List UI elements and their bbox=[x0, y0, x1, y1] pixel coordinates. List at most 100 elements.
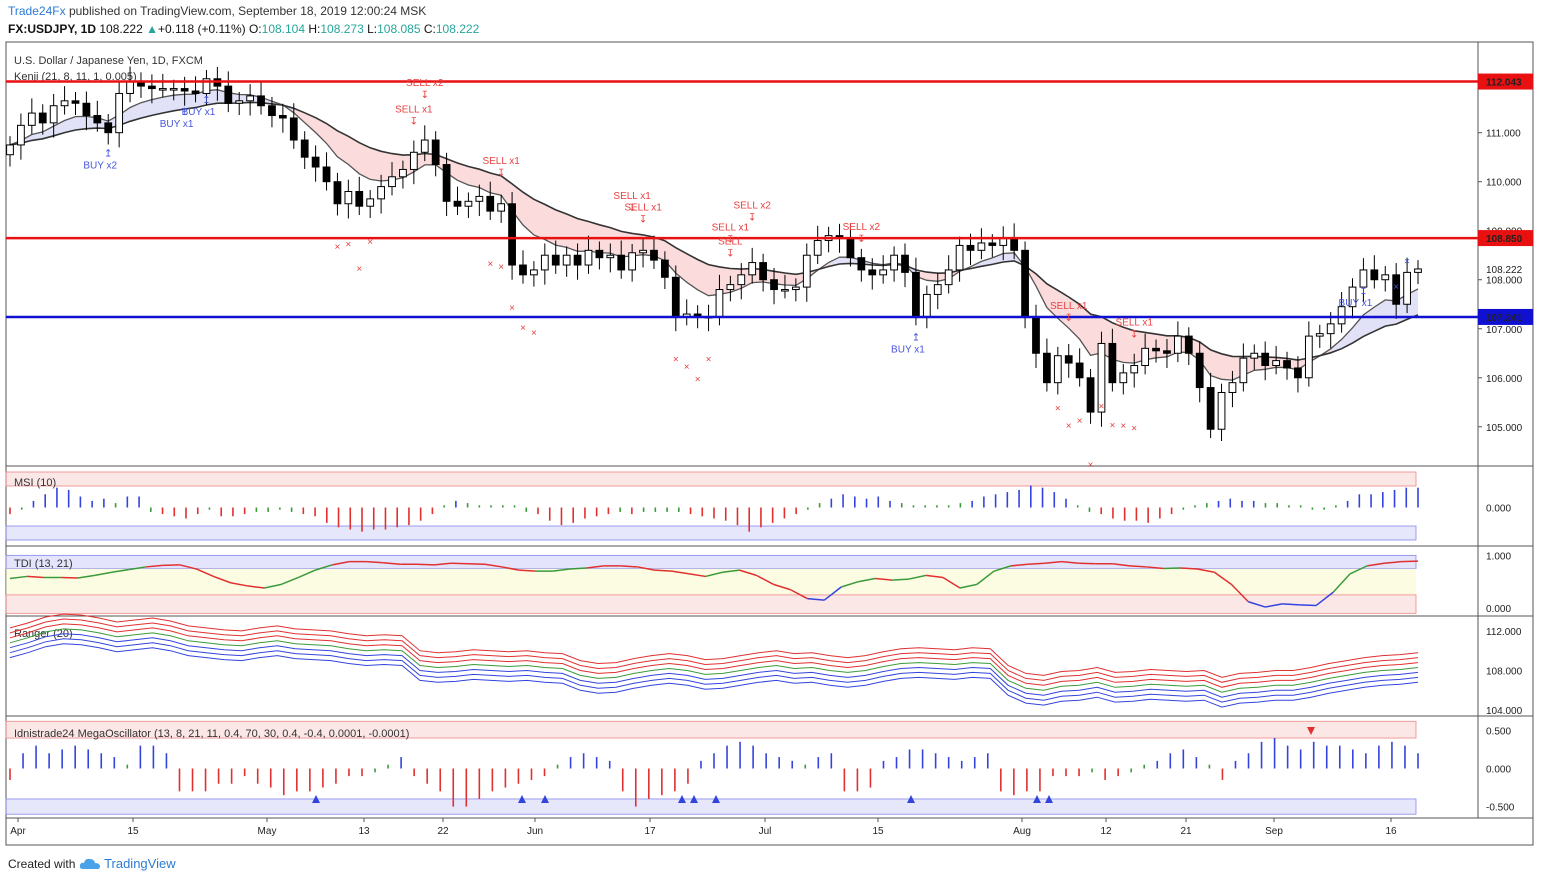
candle-body bbox=[1370, 269, 1379, 281]
high-value: 108.273 bbox=[320, 22, 364, 36]
time-tick-label: Jul bbox=[759, 826, 772, 837]
candle-body bbox=[922, 293, 931, 317]
candle-body bbox=[1250, 352, 1259, 359]
candle-body bbox=[1097, 342, 1106, 413]
candle-body bbox=[1392, 274, 1401, 305]
candle-body bbox=[355, 191, 364, 207]
candle-body bbox=[628, 252, 637, 271]
tdi-line-segment bbox=[705, 571, 723, 578]
candle-body bbox=[933, 284, 942, 295]
kenji-ribbon-segment bbox=[490, 173, 502, 196]
candle-body bbox=[1130, 365, 1139, 374]
tdi-line-segment bbox=[858, 577, 876, 583]
tdi-line-segment bbox=[756, 574, 774, 586]
sell-signal-label: SELL x1 bbox=[712, 223, 750, 234]
exit-marker-icon: × bbox=[1393, 282, 1399, 293]
kenji-ribbon-segment bbox=[359, 142, 371, 180]
tdi-line-segment bbox=[1197, 568, 1215, 573]
tdi-line-segment bbox=[281, 576, 299, 586]
time-tick-label: 17 bbox=[644, 826, 656, 837]
tdi-line-segment bbox=[1061, 560, 1079, 564]
candle-body bbox=[1239, 357, 1248, 384]
candle-body bbox=[1141, 347, 1150, 367]
exit-marker-icon: × bbox=[706, 354, 712, 365]
candle-body bbox=[1075, 362, 1084, 379]
candle-body bbox=[1359, 269, 1368, 288]
exit-marker-icon: × bbox=[345, 240, 351, 251]
candle-body bbox=[442, 164, 451, 202]
candle-body bbox=[639, 249, 647, 254]
exit-marker-icon: × bbox=[1131, 424, 1137, 435]
close-value: 108.222 bbox=[435, 22, 480, 36]
candle-body bbox=[300, 139, 309, 158]
kenji-ribbon-segment bbox=[1374, 299, 1386, 332]
tdi-line-segment bbox=[417, 563, 435, 566]
candle-body bbox=[93, 115, 102, 124]
time-tick-label: 12 bbox=[1100, 826, 1112, 837]
candle-body bbox=[955, 244, 964, 271]
candle-body bbox=[148, 85, 156, 90]
kenji-ribbon-segment bbox=[457, 163, 469, 185]
buy-signal-label: BUY x1 bbox=[891, 344, 925, 355]
sell-signal-label: SELL x2 bbox=[843, 222, 881, 233]
tdi-line-segment bbox=[383, 561, 401, 566]
tdi-line-segment bbox=[654, 569, 672, 572]
tdi-line-segment bbox=[264, 583, 282, 589]
tdi-line-segment bbox=[789, 588, 808, 600]
sell-signal-arrow-icon: ↧ bbox=[410, 116, 418, 127]
candle-body bbox=[1043, 352, 1051, 384]
kenji-ribbon-segment bbox=[381, 151, 393, 181]
msi-lower-band bbox=[5, 525, 1417, 541]
osc-lower-band bbox=[5, 798, 1417, 815]
level-price-label: 112.043 bbox=[1486, 78, 1522, 89]
tdi-line-segment bbox=[807, 597, 825, 601]
kenji-ribbon-segment bbox=[1385, 299, 1397, 327]
sell-signal-arrow-icon: ↧ bbox=[1065, 313, 1073, 324]
tradingview-cloud-icon bbox=[79, 858, 100, 869]
kenji-ribbon-segment bbox=[686, 253, 698, 290]
kenji-ribbon-segment bbox=[195, 90, 207, 108]
candle-body bbox=[1304, 335, 1313, 379]
tdi-line-segment bbox=[925, 574, 944, 579]
kenji-ribbon-segment bbox=[140, 99, 152, 119]
kenji-fast-line bbox=[9, 89, 1419, 381]
level-price-label: 107.241 bbox=[1486, 313, 1523, 324]
candle-body bbox=[311, 156, 320, 168]
exit-marker-icon: × bbox=[509, 303, 515, 314]
sell-signal-arrow-icon: ↧ bbox=[421, 90, 429, 101]
tdi-line-segment bbox=[468, 563, 486, 566]
tdi-line-segment bbox=[1180, 567, 1198, 570]
kenji-ribbon-segment bbox=[522, 192, 534, 235]
candle-body bbox=[781, 289, 789, 292]
tdi-line-segment bbox=[1265, 603, 1283, 608]
symbol-label: FX:USDJPY, 1D bbox=[8, 22, 97, 36]
low-value: 108.085 bbox=[377, 22, 421, 36]
sell-signal-label: SELL x1 bbox=[395, 104, 433, 115]
osc-buy-triangle-icon bbox=[1033, 795, 1041, 803]
candle-body bbox=[158, 88, 167, 91]
level-price-tag bbox=[1478, 230, 1533, 247]
candle-body bbox=[1064, 355, 1073, 364]
author-link[interactable]: Trade24Fx bbox=[8, 4, 66, 18]
ranger-tick-label: 112.000 bbox=[1486, 627, 1522, 638]
candle-body bbox=[235, 100, 244, 104]
buy-signal-arrow-icon: ↥ bbox=[1359, 286, 1367, 297]
kenji-ribbon-segment bbox=[1156, 334, 1167, 358]
kenji-ribbon-segment bbox=[1057, 290, 1069, 329]
tradingview-brand[interactable]: TradingView bbox=[104, 856, 176, 871]
tdi-line-segment bbox=[722, 569, 740, 573]
candle-body bbox=[278, 115, 287, 119]
tdi-line-segment bbox=[501, 566, 520, 571]
tdi-line-segment bbox=[976, 570, 995, 585]
kenji-ribbon-segment bbox=[304, 112, 316, 133]
kenji-ribbon-segment bbox=[1363, 307, 1375, 337]
sell-signal-label: SELL x1 bbox=[1115, 318, 1153, 329]
kenji-ribbon-segment bbox=[697, 259, 709, 296]
candle-body bbox=[1294, 367, 1302, 379]
tdi-line-segment bbox=[77, 574, 95, 579]
ranger-band-line bbox=[9, 618, 1419, 683]
candle-body bbox=[1184, 335, 1193, 354]
kenji-ribbon-segment bbox=[1003, 252, 1015, 262]
tdi-line-segment bbox=[1044, 560, 1062, 564]
